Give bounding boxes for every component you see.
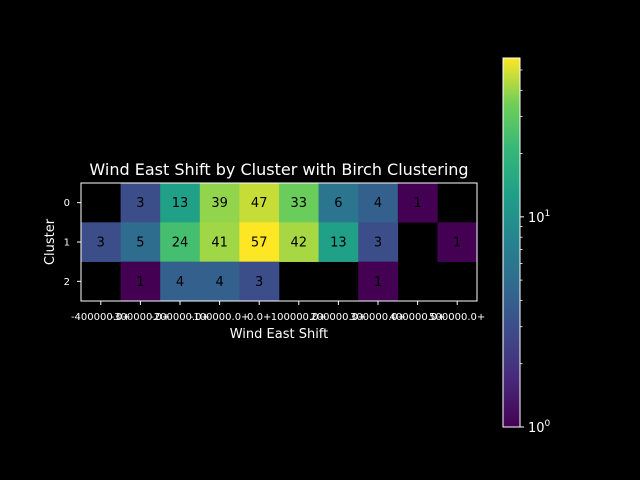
heatmap-cell <box>397 183 438 223</box>
cell-value-label: 13 <box>172 196 189 211</box>
x-tick-label: 200000.0+ <box>310 312 366 323</box>
colorbar-tick-label: 100 <box>528 419 551 436</box>
cell-value-label: 3 <box>97 236 105 251</box>
heatmap-cell <box>239 222 280 262</box>
cell-value-label: 41 <box>211 236 228 251</box>
cell-value-label: 24 <box>172 236 189 251</box>
cell-value-label: 3 <box>136 196 144 211</box>
cell-value-label: 3 <box>255 275 263 290</box>
colorbar <box>502 57 521 428</box>
heatmap-cell <box>199 261 240 302</box>
heatmap-cell <box>239 261 280 302</box>
cell-value-label: 4 <box>374 196 382 211</box>
heatmap-cell <box>239 183 280 223</box>
cell-value-label: 33 <box>291 196 308 211</box>
cell-value-label: 1 <box>374 275 382 290</box>
y-axis-label: Cluster <box>43 218 58 265</box>
heatmap-cell <box>81 222 121 262</box>
cell-value-label: 4 <box>215 275 223 290</box>
cell-value-label: 5 <box>136 236 144 251</box>
heatmap-cell <box>120 222 161 262</box>
x-tick-label: 0.0+ <box>247 312 271 323</box>
cell-value-label: 1 <box>413 196 421 211</box>
x-tick-label: -100000.0+ <box>190 312 250 323</box>
heatmap-cell <box>160 183 201 223</box>
chart-title: Wind East Shift by Cluster with Birch Cl… <box>89 160 468 179</box>
cell-value-label: 42 <box>291 236 308 251</box>
cell-value-label: 1 <box>453 236 461 251</box>
heatmap-cell <box>318 183 359 223</box>
x-tick-label: 300000.0+ <box>350 312 406 323</box>
heatmap-cell <box>279 183 319 223</box>
heatmap-cell <box>120 261 161 302</box>
y-axis-ticks: 0 1 2 <box>64 198 81 288</box>
heatmap-cell <box>358 183 399 223</box>
heatmap-cell <box>199 222 240 262</box>
heatmap-cell <box>160 222 201 262</box>
heatmap-cell <box>120 183 161 223</box>
cell-value-label: 3 <box>374 236 382 251</box>
cell-value-label: 57 <box>251 236 268 251</box>
x-tick-label: 500000.0+ <box>429 312 485 323</box>
x-axis-ticks: -400000.0+-300000.0+-200000.0+-100000.0+… <box>71 301 485 323</box>
x-tick-label: -400000.0+ <box>71 312 131 323</box>
x-axis-label: Wind East Shift <box>230 327 329 342</box>
cell-value-label: 4 <box>176 275 184 290</box>
cell-value-label: 47 <box>251 196 268 211</box>
cell-value-label: 1 <box>136 275 144 290</box>
y-tick-label: 2 <box>64 277 70 288</box>
colorbar-ticks: 100 101 <box>520 69 551 436</box>
heatmap-cell <box>279 222 319 262</box>
y-tick-label: 1 <box>64 238 70 249</box>
cell-value-label: 39 <box>211 196 228 211</box>
cell-value-label: 13 <box>330 236 347 251</box>
heatmap-cell <box>437 222 478 262</box>
heatmap-cell <box>160 261 201 302</box>
heatmap-cell <box>358 222 399 262</box>
heatmap-cell <box>199 183 240 223</box>
heatmap-cells: 3 13 39 47 33 6 4 13 5 24 41 57 42 13 3 11 4 4 3 1 <box>81 183 478 302</box>
x-tick-label: -300000.0+ <box>111 312 171 323</box>
cell-value-label: 6 <box>334 196 342 211</box>
x-tick-label: 400000.0+ <box>390 312 446 323</box>
y-tick-label: 0 <box>64 198 70 209</box>
heatmap-cell <box>318 222 359 262</box>
x-tick-label: 100000.0+ <box>271 312 327 323</box>
colorbar-tick-label: 101 <box>528 209 550 226</box>
x-tick-label: -200000.0+ <box>150 312 210 323</box>
heatmap-cell <box>358 261 399 302</box>
